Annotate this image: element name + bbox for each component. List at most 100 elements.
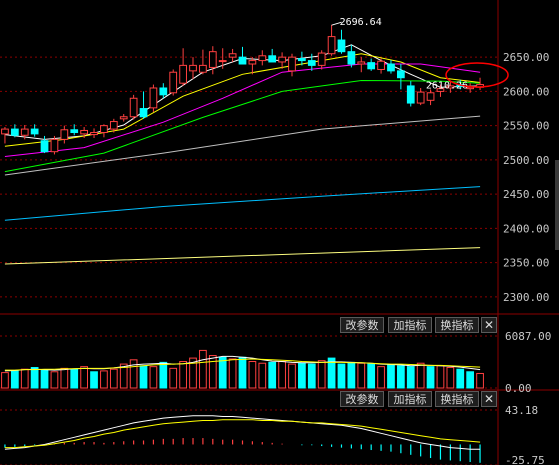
volume-bar (20, 368, 29, 389)
candle (70, 124, 79, 136)
volume-bar (288, 363, 296, 389)
volume-bar (317, 360, 326, 389)
candle (367, 58, 376, 71)
candle-body (367, 62, 376, 70)
volume-add-indicator-button[interactable]: 加指标 (388, 317, 432, 333)
volume-bar (149, 366, 158, 389)
candle (278, 52, 286, 69)
volume-bar (456, 368, 465, 389)
candle-body (169, 71, 178, 94)
candle (80, 127, 88, 138)
volume-bar (426, 366, 435, 389)
candle-body (238, 56, 247, 65)
volume-bar (298, 362, 306, 389)
candle (357, 57, 366, 73)
candle-body (109, 121, 118, 130)
volume-bar (278, 361, 286, 389)
price-tick-label: 2550.00 (503, 120, 549, 133)
highlight-circle (445, 62, 509, 88)
candle-body (248, 60, 257, 65)
volume-bar (90, 371, 98, 389)
candle (307, 53, 316, 71)
candle-body (179, 64, 187, 84)
volume-bar (238, 356, 247, 389)
volume-panel[interactable] (1, 349, 484, 389)
ma30-line (4, 79, 481, 173)
volume-modify-params-button[interactable]: 改参数 (340, 317, 384, 333)
candle (30, 124, 39, 137)
price-tick-label: 2650.00 (503, 51, 549, 64)
macd-modify-params-button[interactable]: 改参数 (340, 391, 384, 407)
ma20-line (4, 63, 481, 157)
volume-bar (100, 370, 108, 389)
candle-body (139, 108, 148, 118)
volume-bar (1, 372, 9, 389)
macd_dif-line (4, 415, 481, 450)
candle (426, 89, 435, 106)
volume-bar (80, 366, 88, 389)
candle (60, 125, 69, 144)
candle (189, 57, 197, 80)
price-tick-label: 2500.00 (503, 154, 549, 167)
candle-body (406, 85, 415, 104)
volume-bar (337, 363, 346, 389)
candle (288, 53, 296, 77)
macd-add-indicator-button[interactable]: 加指标 (388, 391, 432, 407)
candle (268, 48, 277, 63)
price-tick-label: 2350.00 (503, 257, 549, 270)
candle-body (268, 55, 277, 63)
candle (149, 84, 158, 112)
macd-close-icon[interactable]: ✕ (481, 391, 497, 407)
candle (169, 69, 178, 96)
candle (377, 58, 385, 74)
candle (50, 135, 59, 155)
candle (248, 57, 257, 75)
candle-body (30, 128, 39, 135)
volume-switch-indicator-button[interactable]: 换指标 (435, 317, 479, 333)
volume-bar (466, 371, 475, 389)
volume-ma10-line (4, 358, 481, 371)
volume-bar (30, 366, 39, 389)
candle-body (228, 53, 237, 58)
candle (317, 50, 326, 70)
price-tick-label: 2450.00 (503, 188, 549, 201)
ma60-line (4, 115, 481, 176)
candle (258, 50, 267, 66)
price-panel[interactable]: 2696.64 2610.26 (1, 17, 509, 265)
candle-body (129, 97, 138, 118)
candle-body (426, 92, 435, 101)
candle-body (50, 138, 59, 153)
volume-bar (406, 366, 415, 389)
volume-close-icon[interactable]: ✕ (481, 317, 497, 333)
candle (208, 46, 217, 75)
candle-body (208, 51, 217, 68)
volume-tick-label: 0.00 (505, 382, 532, 395)
volume-bar (208, 355, 217, 389)
candle-body (307, 60, 316, 66)
candle (179, 48, 187, 86)
last-value-label: 2610.26 (426, 80, 468, 91)
macd-panel[interactable] (4, 415, 481, 463)
scrollbar[interactable] (555, 160, 559, 250)
volume-bar (189, 357, 197, 389)
volume-bar (139, 365, 148, 389)
volume-bar (307, 363, 316, 389)
candle-body (288, 56, 296, 72)
candle (139, 91, 148, 119)
volume-tick-label: 6087.00 (505, 330, 551, 343)
candle (1, 127, 9, 144)
candle (446, 81, 455, 93)
candle (199, 49, 207, 75)
price-tick-label: 2600.00 (503, 85, 549, 98)
candle-body (298, 58, 306, 62)
candle (20, 124, 29, 140)
candle (40, 135, 49, 154)
volume-bar (119, 363, 128, 389)
macd-switch-indicator-button[interactable]: 换指标 (435, 391, 479, 407)
candle-body (327, 36, 336, 55)
candle-body (278, 56, 286, 63)
candle-body (70, 129, 79, 134)
candle (416, 87, 425, 106)
